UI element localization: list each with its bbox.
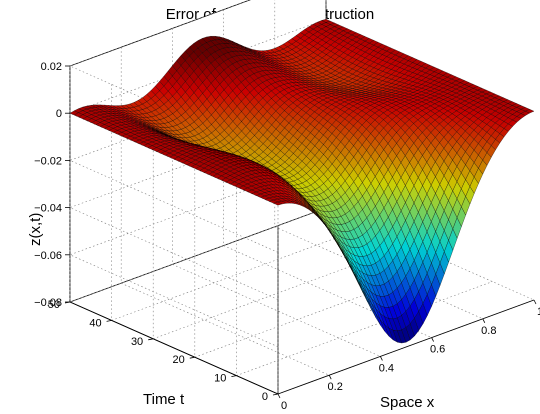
y-tick-mark [148,338,154,341]
z-tick-label: −0.06 [34,250,62,262]
y-tick-mark [272,393,279,396]
y-tick-label: 20 [173,354,185,366]
tick-labels: 00.20.40.60.81010203040500.020−0.02−0.04… [34,61,540,412]
y-tick-label: 10 [214,373,226,385]
y-tick-label: 0 [262,391,268,403]
x-tick-label: 1 [537,306,540,318]
x-axis-line [277,299,535,395]
grid-line-z [69,0,279,159]
surface-mesh [69,19,535,344]
z-tick-label: 0.02 [41,61,62,73]
z-tick-label: 0 [56,108,62,120]
x-tick-label: 0.4 [379,362,394,374]
z-tick-label: −0.04 [34,203,62,215]
y-axis-line [69,301,279,395]
axis-lines [69,299,535,395]
x-tick-mark [277,393,281,399]
z-axis-label: z(x,t) [27,213,44,246]
y-tick-label: 40 [89,317,101,329]
y-axis-label: Time t [143,391,185,408]
x-tick-label: 0.2 [328,381,343,393]
grid-line-x [172,28,381,357]
x-tick-mark [482,318,486,323]
grid-line-x [223,9,432,338]
y-tick-mark [106,320,112,322]
x-tick-mark [431,337,434,342]
y-tick-label: 50 [48,299,60,311]
z-tick-label: −0.02 [34,155,62,167]
grid-line-x [120,47,330,376]
x-axis-label: Space x [380,394,435,411]
x-tick-label: 0.6 [430,344,445,356]
grid-line-z [69,207,327,395]
y-tick-mark [189,356,195,359]
grid-line-x [274,0,483,320]
surface-facet [524,109,535,114]
x-tick-mark [533,299,537,305]
grid-line-z [69,160,327,348]
x-tick-label: 0 [281,400,287,412]
y-tick-label: 30 [131,336,143,348]
z-tick-label: −0.08 [34,297,62,309]
y-tick-mark [231,375,237,377]
x-tick-mark [380,356,383,361]
x-tick-label: 0.8 [481,325,496,337]
x-tick-mark [328,375,332,380]
